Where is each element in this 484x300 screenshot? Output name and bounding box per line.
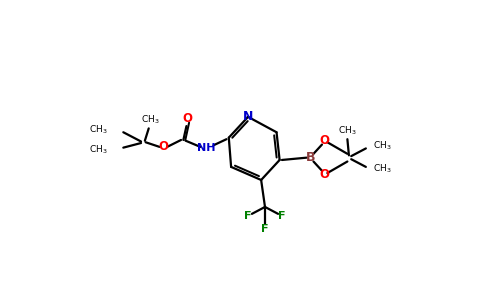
Text: O: O bbox=[319, 134, 329, 147]
Text: CH$_3$: CH$_3$ bbox=[338, 124, 357, 137]
Text: NH: NH bbox=[197, 143, 216, 153]
Text: CH$_3$: CH$_3$ bbox=[141, 114, 160, 126]
Text: F: F bbox=[278, 211, 286, 221]
Text: O: O bbox=[158, 140, 168, 153]
Text: F: F bbox=[244, 211, 252, 221]
Text: B: B bbox=[306, 151, 315, 164]
Text: CH$_3$: CH$_3$ bbox=[374, 163, 392, 175]
Text: N: N bbox=[243, 110, 253, 123]
Text: CH$_3$: CH$_3$ bbox=[89, 124, 108, 136]
Text: CH$_3$: CH$_3$ bbox=[89, 144, 108, 156]
Text: CH$_3$: CH$_3$ bbox=[374, 140, 392, 152]
Text: O: O bbox=[319, 168, 329, 181]
Text: F: F bbox=[261, 224, 269, 233]
Text: O: O bbox=[182, 112, 192, 125]
